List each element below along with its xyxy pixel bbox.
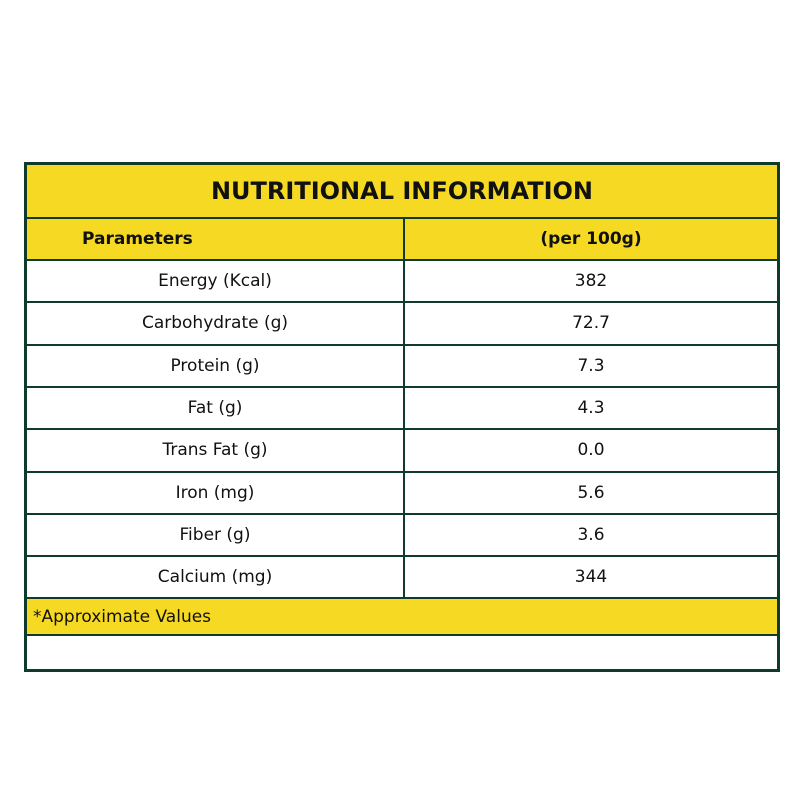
row-border [27,301,777,304]
table-title: NUTRITIONAL INFORMATION [27,165,777,217]
nutrition-table: NUTRITIONAL INFORMATION Parameters (per 1… [24,162,780,672]
header-cell: (per 100g) [405,219,777,259]
row-border [27,597,777,600]
row-border [27,343,777,346]
parameter-cell: Protein (g) [170,355,260,376]
footnote: *Approximate Values [27,599,777,635]
row-border [27,428,777,431]
value-cell: 72.7 [572,313,610,334]
value-cell: 7.3 [577,355,605,376]
parameter-cell: Fiber (g) [179,524,251,545]
column-border [403,217,405,600]
parameter-cell: Energy (Kcal) [158,271,272,292]
value-cell: 3.6 [577,524,605,545]
row-border [27,259,777,261]
value-cell: 5.6 [577,482,605,503]
row-border [27,385,777,388]
value-cell: 0.0 [577,440,605,461]
row-border [27,555,777,558]
row-border [27,217,777,219]
value-cell: 382 [574,271,608,292]
header-cell: Parameters [27,219,403,259]
parameter-cell: Carbohydrate (g) [141,313,289,334]
value-cell: 4.3 [577,398,605,419]
parameter-cell: Calcium (mg) [157,567,273,588]
parameter-cell: Trans Fat (g) [162,440,268,461]
parameter-cell: Iron (mg) [175,482,255,503]
value-cell: 344 [574,567,608,588]
row-border [27,512,777,515]
row-border [27,634,777,637]
row-border [27,470,777,473]
parameter-cell: Fat (g) [187,398,243,419]
